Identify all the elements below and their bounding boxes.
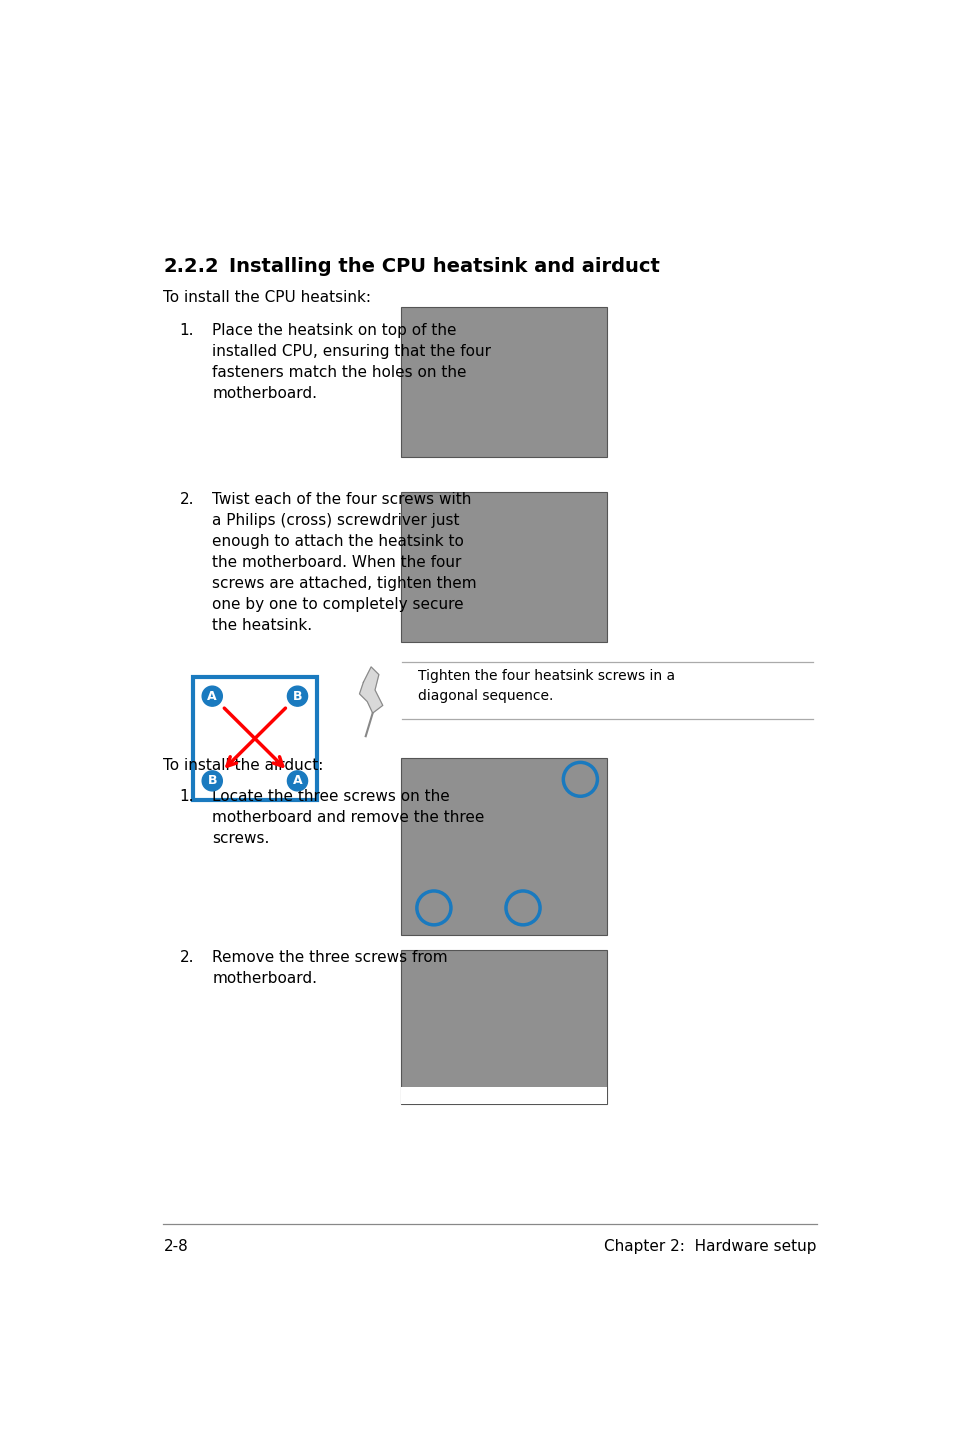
Circle shape xyxy=(202,771,222,791)
Text: 2.: 2. xyxy=(179,492,194,508)
FancyBboxPatch shape xyxy=(400,951,607,1104)
Text: 2.2.2: 2.2.2 xyxy=(163,257,219,276)
Text: A: A xyxy=(207,690,217,703)
Text: 2-8: 2-8 xyxy=(163,1240,188,1254)
FancyBboxPatch shape xyxy=(400,492,607,643)
Circle shape xyxy=(202,686,222,706)
FancyBboxPatch shape xyxy=(400,1087,607,1104)
Text: To install the airduct:: To install the airduct: xyxy=(163,758,323,772)
Text: B: B xyxy=(293,690,302,703)
Text: Tighten the four heatsink screws in a
diagonal sequence.: Tighten the four heatsink screws in a di… xyxy=(417,669,674,703)
Text: Place the heatsink on top of the
installed CPU, ensuring that the four
fasteners: Place the heatsink on top of the install… xyxy=(212,322,491,401)
FancyBboxPatch shape xyxy=(193,677,316,800)
Text: Twist each of the four screws with
a Philips (cross) screwdriver just
enough to : Twist each of the four screws with a Phi… xyxy=(212,492,476,633)
Text: 1.: 1. xyxy=(179,788,194,804)
Text: To install the CPU heatsink:: To install the CPU heatsink: xyxy=(163,289,371,305)
Circle shape xyxy=(287,686,307,706)
Text: A: A xyxy=(293,774,302,788)
Text: Remove the three screws from
motherboard.: Remove the three screws from motherboard… xyxy=(212,951,447,986)
Text: 1.: 1. xyxy=(179,322,194,338)
Polygon shape xyxy=(359,667,382,713)
Text: Installing the CPU heatsink and airduct: Installing the CPU heatsink and airduct xyxy=(229,257,659,276)
Text: B: B xyxy=(208,774,216,788)
Circle shape xyxy=(287,771,307,791)
FancyBboxPatch shape xyxy=(400,308,607,457)
Text: 2.: 2. xyxy=(179,951,194,965)
FancyBboxPatch shape xyxy=(400,758,607,935)
Text: Chapter 2:  Hardware setup: Chapter 2: Hardware setup xyxy=(603,1240,816,1254)
Text: Locate the three screws on the
motherboard and remove the three
screws.: Locate the three screws on the motherboa… xyxy=(212,788,484,846)
